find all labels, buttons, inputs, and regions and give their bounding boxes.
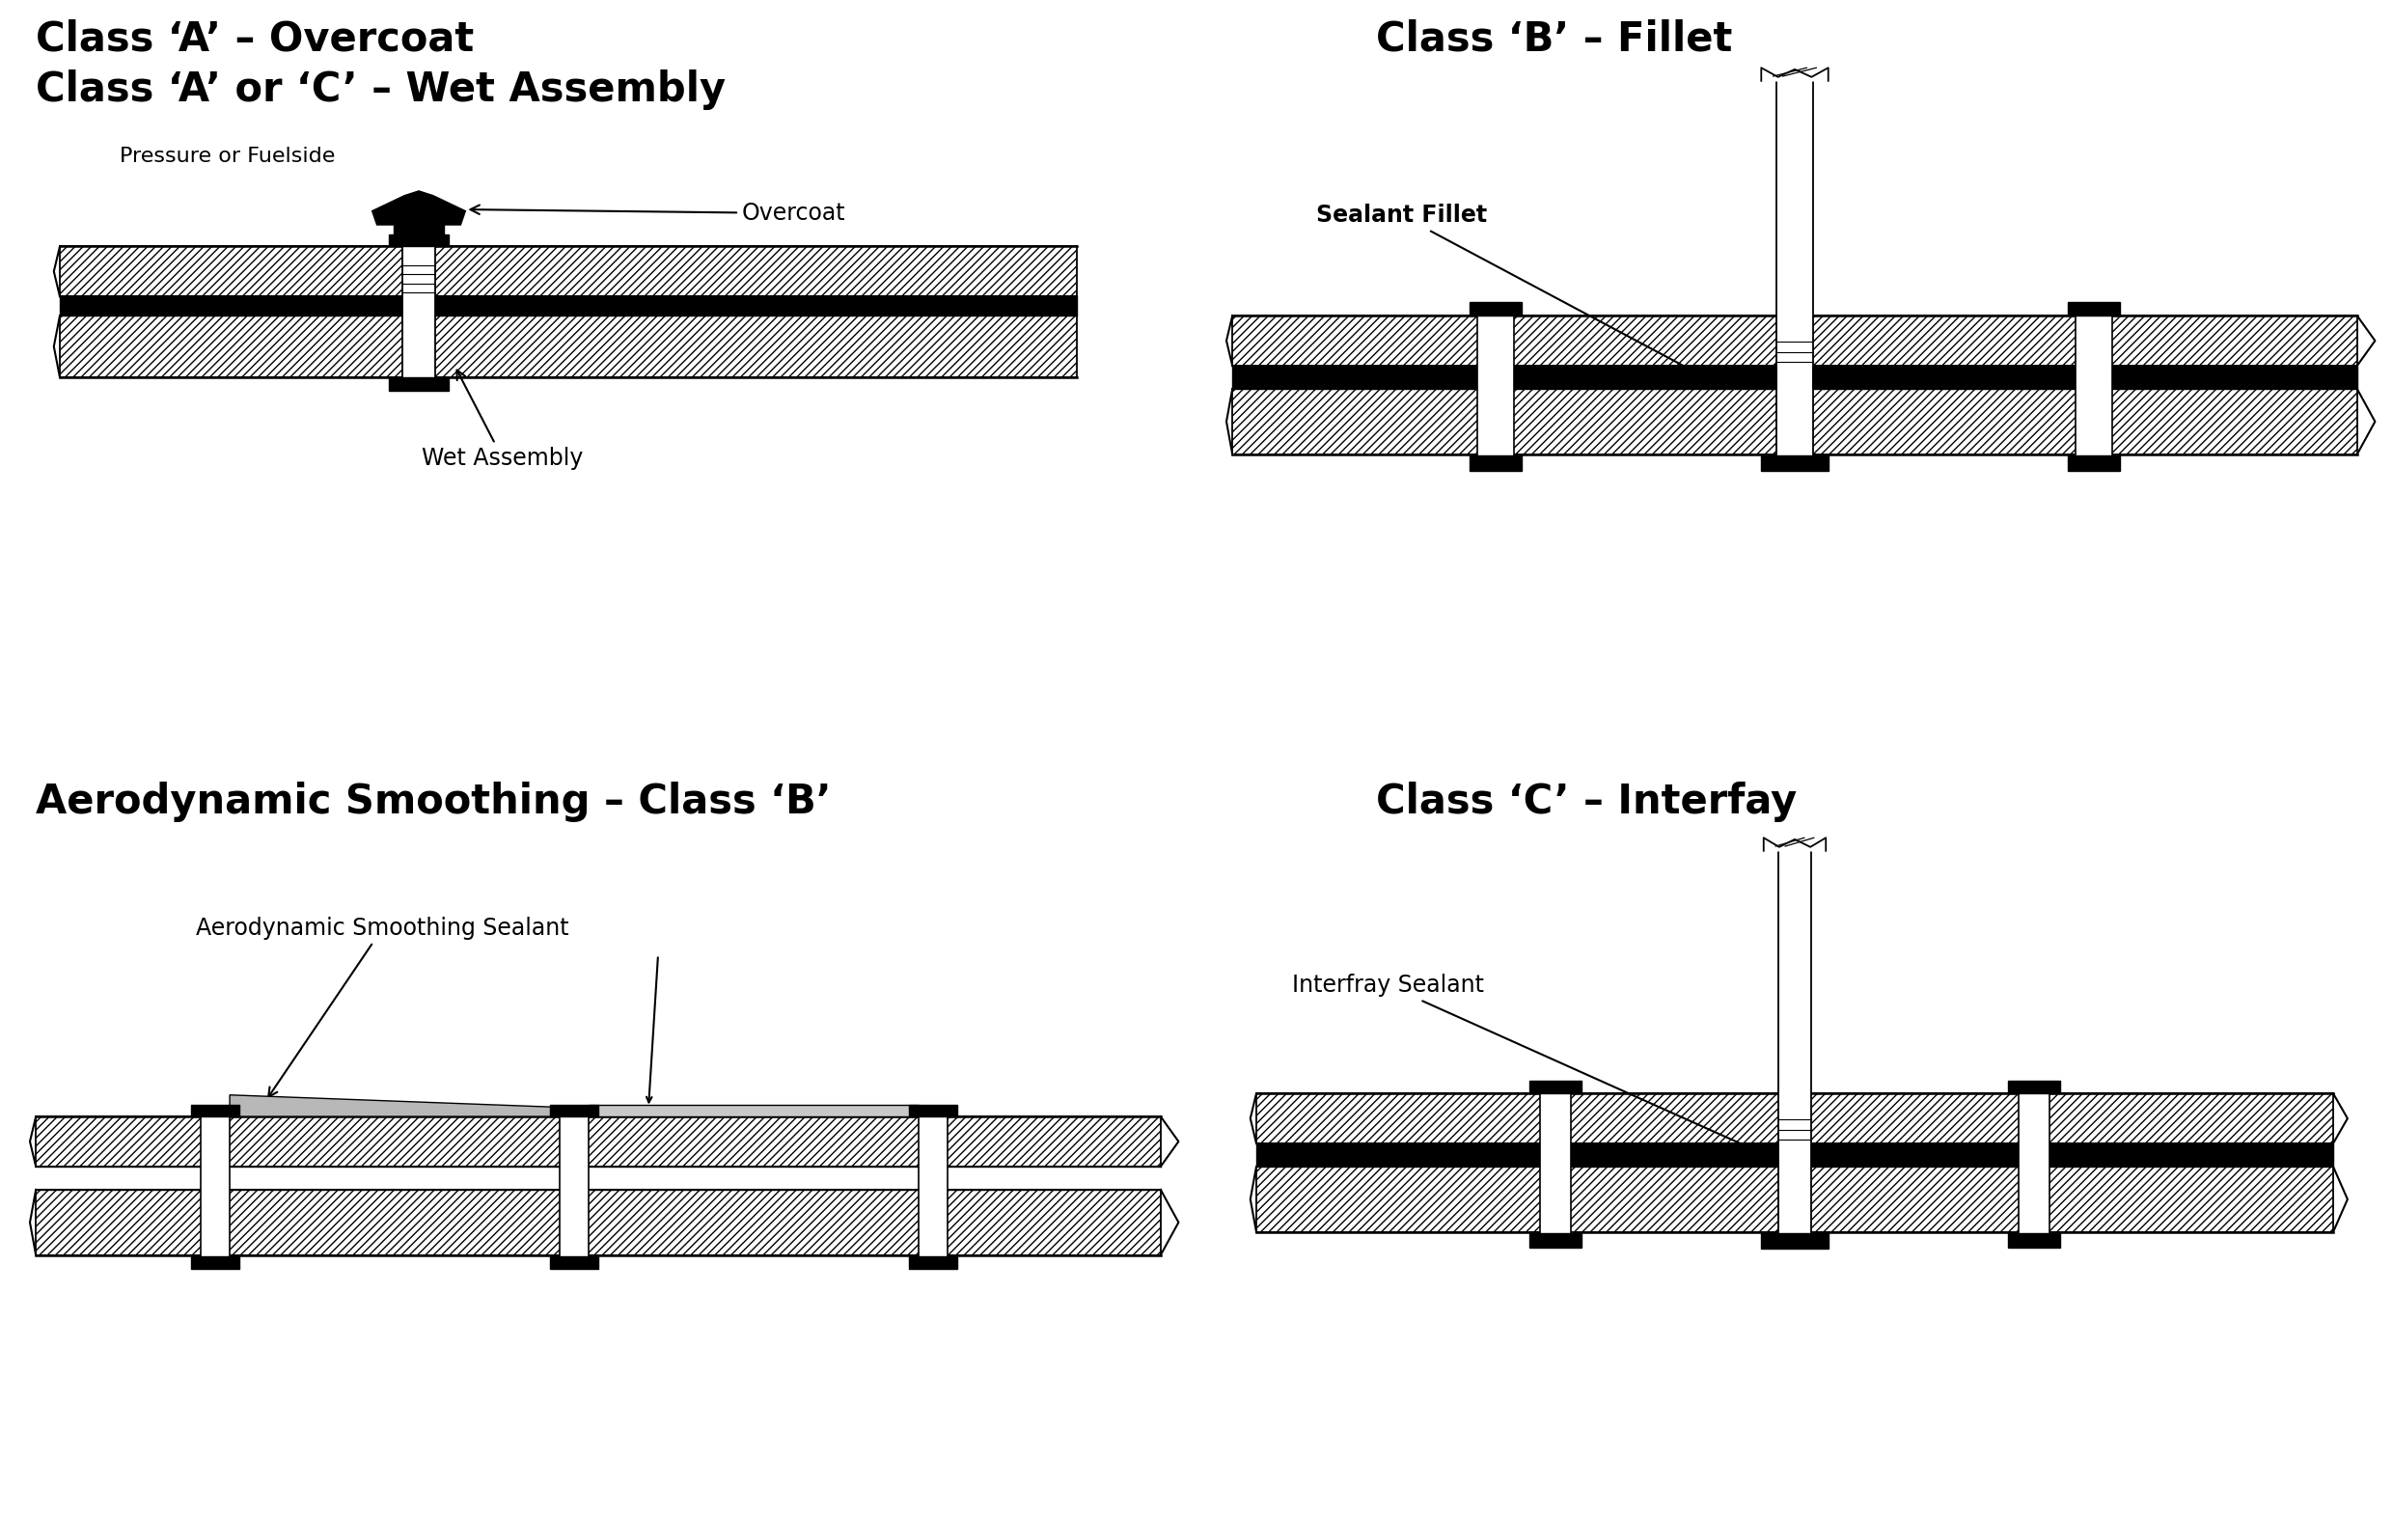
Bar: [2068, 302, 2120, 316]
Bar: [1778, 847, 1812, 1235]
Bar: [1776, 77, 1814, 459]
Text: Overcoat: Overcoat: [471, 202, 845, 225]
Bar: [388, 234, 450, 246]
Bar: [909, 1257, 957, 1269]
Bar: [1761, 1234, 1828, 1249]
Text: Aerodynamic Smoothing – Class ‘B’: Aerodynamic Smoothing – Class ‘B’: [36, 781, 830, 822]
Bar: [1256, 1093, 2333, 1143]
Bar: [1469, 456, 1522, 471]
Text: Interfray Sealant: Interfray Sealant: [1292, 973, 1761, 1153]
Bar: [60, 296, 1077, 316]
Bar: [1479, 316, 1515, 459]
Polygon shape: [1764, 838, 1826, 850]
Bar: [191, 1104, 239, 1116]
Bar: [550, 1257, 598, 1269]
Bar: [201, 1116, 230, 1258]
Polygon shape: [230, 1095, 560, 1116]
Text: Class ‘A’ or ‘C’ – Wet Assembly: Class ‘A’ or ‘C’ – Wet Assembly: [36, 69, 725, 109]
Bar: [1232, 316, 2357, 367]
Bar: [191, 1257, 239, 1269]
Bar: [2068, 456, 2120, 471]
Bar: [1529, 1081, 1582, 1093]
Bar: [2008, 1081, 2060, 1093]
Bar: [1256, 1143, 2333, 1167]
Bar: [392, 225, 445, 234]
Bar: [1232, 388, 2357, 454]
Bar: [1469, 302, 1522, 316]
Bar: [1761, 456, 1828, 471]
Polygon shape: [589, 1104, 919, 1116]
Bar: [402, 246, 436, 382]
Polygon shape: [373, 191, 464, 225]
Bar: [60, 316, 1077, 377]
Bar: [1256, 1167, 2333, 1232]
Text: Sealant Fillet: Sealant Fillet: [1316, 203, 1701, 374]
Text: Wet Assembly: Wet Assembly: [421, 370, 584, 470]
Text: Class ‘A’ – Overcoat: Class ‘A’ – Overcoat: [36, 18, 474, 60]
Text: Pressure or Fuelside: Pressure or Fuelside: [120, 146, 335, 166]
Bar: [1541, 1093, 1572, 1235]
Text: Class ‘C’ – Interfay: Class ‘C’ – Interfay: [1376, 781, 1797, 822]
Polygon shape: [1656, 368, 1776, 388]
Bar: [560, 1116, 589, 1258]
Bar: [2020, 1093, 2048, 1235]
Polygon shape: [1814, 368, 1934, 388]
Bar: [36, 1116, 1161, 1167]
Bar: [36, 1189, 1161, 1255]
Bar: [2008, 1234, 2060, 1247]
Bar: [1232, 367, 2357, 390]
Bar: [1529, 1234, 1582, 1247]
Bar: [2077, 316, 2111, 459]
Text: Class ‘B’ – Fillet: Class ‘B’ – Fillet: [1376, 18, 1733, 60]
Bar: [388, 377, 450, 391]
Bar: [60, 246, 1077, 296]
Bar: [550, 1104, 598, 1116]
Bar: [909, 1104, 957, 1116]
Text: Aerodynamic Smoothing Sealant: Aerodynamic Smoothing Sealant: [196, 916, 570, 1096]
Polygon shape: [1761, 68, 1828, 80]
Bar: [919, 1116, 948, 1258]
